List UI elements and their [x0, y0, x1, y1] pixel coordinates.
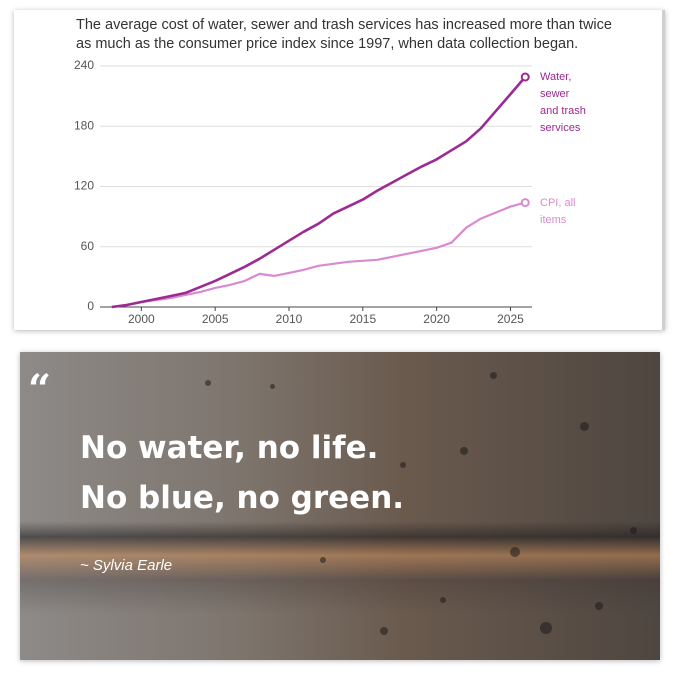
droplet — [580, 422, 589, 431]
series-label: CPI, all items — [540, 197, 576, 226]
series-label: Water, sewer and trash services — [540, 71, 586, 134]
quote-line: No water, no life. — [80, 430, 379, 466]
quote-card: “ No water, no life. No blue, no green. … — [20, 352, 660, 660]
y-tick-label: 0 — [87, 299, 94, 313]
droplet — [320, 557, 326, 563]
end-marker — [520, 72, 530, 82]
series-line — [111, 201, 526, 309]
quote-mark: “ — [28, 366, 52, 413]
droplet — [205, 380, 211, 386]
chart-subtitle: The average cost of water, sewer and tra… — [76, 17, 612, 52]
quote-author: ~ Sylvia Earle — [80, 557, 173, 574]
x-tick-label: 2000 — [128, 312, 155, 326]
droplet — [400, 462, 406, 468]
droplet — [510, 547, 520, 557]
x-tick-label: 2025 — [497, 312, 524, 326]
droplet — [490, 372, 497, 379]
droplet — [270, 384, 275, 389]
droplet — [595, 602, 603, 610]
end-marker — [520, 198, 530, 208]
y-tick-label: 120 — [74, 179, 94, 193]
droplet — [380, 627, 388, 635]
droplet — [460, 447, 468, 455]
y-tick-label: 240 — [74, 58, 94, 72]
x-tick-label: 2005 — [202, 312, 229, 326]
x-tick-label: 2020 — [423, 312, 450, 326]
x-tick-label: 2015 — [349, 312, 376, 326]
y-tick-label: 180 — [74, 118, 94, 132]
y-tick-label: 60 — [81, 239, 95, 253]
series-line — [111, 76, 527, 309]
droplet — [630, 527, 637, 534]
x-tick-label: 2010 — [276, 312, 303, 326]
droplet — [540, 622, 552, 634]
quote-line: No blue, no green. — [80, 480, 405, 516]
chart-card — [14, 10, 665, 330]
chart: 0 60 120 180 240 2000 2005 2010 2015 2020 2025 — [74, 58, 532, 326]
droplet — [440, 597, 446, 603]
